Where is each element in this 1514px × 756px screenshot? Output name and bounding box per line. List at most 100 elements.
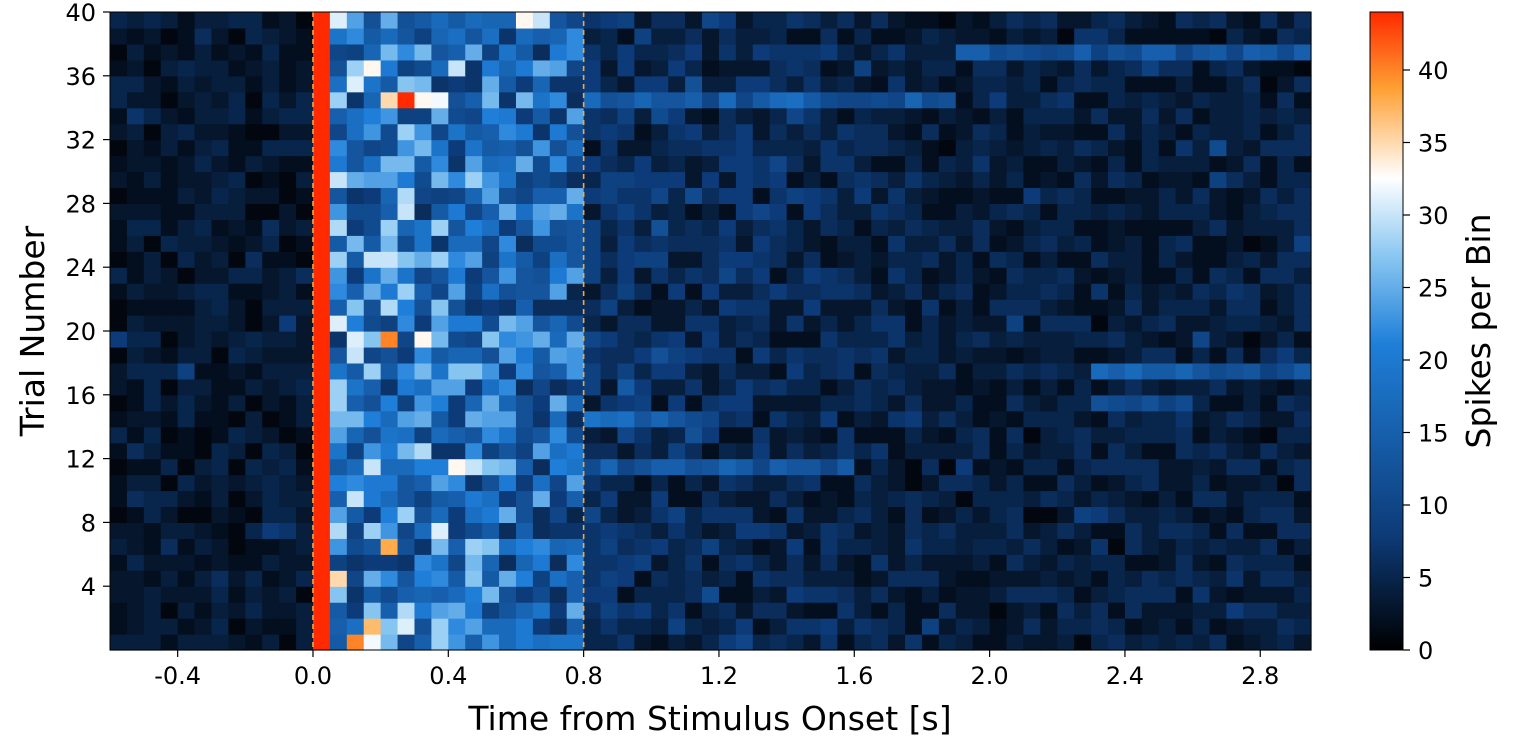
heatmap-cell — [1158, 362, 1177, 380]
heatmap-cell — [583, 506, 602, 523]
heatmap-cell — [769, 299, 788, 316]
heatmap-cell — [380, 91, 399, 109]
heatmap-cell — [600, 27, 619, 45]
heatmap-cell — [1040, 602, 1058, 619]
heatmap-cell — [600, 107, 619, 125]
heatmap-cell — [938, 107, 957, 125]
heatmap-cell — [346, 219, 365, 236]
heatmap-cell — [1192, 586, 1211, 603]
heatmap-cell — [160, 187, 179, 204]
heatmap-cell — [769, 251, 788, 268]
y-tick-label: 12 — [65, 446, 96, 474]
heatmap-cell — [921, 506, 940, 523]
heatmap-cell — [465, 346, 483, 364]
heatmap-cell — [549, 570, 568, 587]
heatmap-cell — [617, 123, 635, 141]
heatmap-cell — [702, 490, 720, 508]
heatmap-cell — [1277, 27, 1295, 45]
colorbar-tick-label: 15 — [1418, 420, 1449, 448]
heatmap-cell — [211, 315, 230, 332]
heatmap-cell — [600, 458, 619, 476]
heatmap-cell — [228, 107, 246, 125]
heatmap-cell — [397, 91, 416, 109]
heatmap-cell — [448, 362, 466, 380]
heatmap-cell — [431, 410, 449, 428]
heatmap-cell — [397, 538, 416, 555]
heatmap-cell — [549, 634, 568, 651]
heatmap-cell — [262, 634, 280, 651]
heatmap-cell — [1124, 12, 1143, 29]
heatmap-cell — [329, 458, 348, 476]
heatmap-cell — [363, 91, 382, 109]
heatmap-cell — [262, 43, 280, 61]
heatmap-cell — [549, 235, 568, 252]
heatmap-cell — [1006, 362, 1025, 380]
heatmap-cell — [1175, 602, 1194, 619]
heatmap-cell — [955, 123, 974, 141]
heatmap-cell — [549, 43, 568, 61]
heatmap-cell — [110, 490, 128, 508]
heatmap-cell — [888, 219, 906, 236]
heatmap-cell — [262, 346, 280, 364]
heatmap-cell — [397, 586, 416, 603]
heatmap-cell — [194, 506, 213, 523]
heatmap-cell — [448, 378, 466, 396]
heatmap-cell — [482, 123, 500, 141]
heatmap-cell — [1277, 139, 1295, 157]
heatmap-cell — [888, 634, 906, 651]
heatmap-cell — [160, 75, 179, 93]
heatmap-cell — [972, 458, 991, 476]
heatmap-cell — [160, 378, 179, 396]
heatmap-cell — [1294, 410, 1312, 428]
heatmap-cell — [1175, 43, 1194, 61]
heatmap-cell — [888, 602, 906, 619]
heatmap-cell — [363, 27, 382, 45]
heatmap-cell — [820, 570, 838, 587]
heatmap-cell — [414, 458, 432, 476]
heatmap-cell — [989, 267, 1008, 284]
heatmap-cell — [651, 27, 669, 45]
heatmap-cell — [312, 570, 331, 587]
heatmap-cell — [431, 522, 449, 539]
heatmap-cell — [143, 12, 162, 29]
heatmap-cell — [1057, 203, 1075, 220]
heatmap-cell — [194, 139, 213, 157]
heatmap-cell — [1226, 442, 1244, 460]
heatmap-cell — [752, 235, 771, 252]
heatmap-cell — [803, 522, 822, 539]
heatmap-cell — [685, 331, 703, 348]
heatmap-cell — [769, 12, 788, 29]
heatmap-cell — [177, 618, 196, 635]
heatmap-cell — [194, 346, 213, 364]
heatmap-cell — [1158, 43, 1177, 61]
heatmap-cell — [1057, 267, 1075, 284]
heatmap-cell — [110, 394, 128, 412]
heatmap-cell — [329, 634, 348, 651]
heatmap-cell — [126, 59, 145, 77]
heatmap-cell — [820, 139, 838, 157]
heatmap-cell — [752, 299, 771, 316]
heatmap-cell — [651, 299, 669, 316]
heatmap-cell — [1124, 410, 1143, 428]
heatmap-cell — [245, 27, 263, 45]
heatmap-cell — [126, 442, 145, 460]
heatmap-cell — [1294, 123, 1312, 141]
heatmap-cell — [685, 394, 703, 412]
heatmap-cell — [262, 618, 280, 635]
heatmap-cell — [938, 27, 957, 45]
heatmap-cell — [702, 506, 720, 523]
heatmap-cell — [296, 283, 314, 300]
heatmap-cell — [634, 618, 652, 635]
heatmap-cell — [735, 267, 754, 284]
heatmap-cell — [1226, 187, 1244, 204]
heatmap-cell — [1243, 474, 1261, 492]
heatmap-cell — [1040, 554, 1058, 571]
heatmap-cell — [1141, 155, 1160, 173]
heatmap-cell — [279, 187, 297, 204]
heatmap-cell — [346, 315, 365, 332]
heatmap-cell — [143, 43, 162, 61]
heatmap-cell — [1277, 59, 1295, 77]
heatmap-cell — [1108, 586, 1126, 603]
heatmap-cell — [329, 618, 348, 635]
heatmap-cell — [312, 618, 331, 635]
